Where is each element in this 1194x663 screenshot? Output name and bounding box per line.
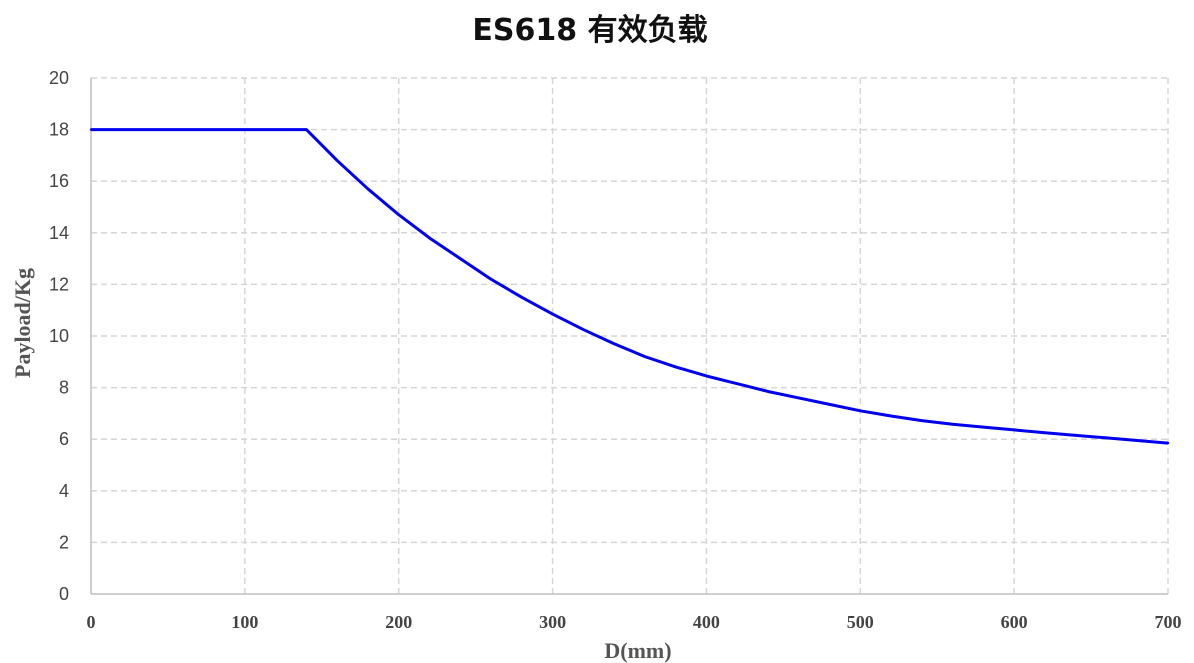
x-tick-label: 0 — [87, 612, 96, 632]
data-point — [1043, 431, 1047, 434]
y-tick-label: 12 — [49, 274, 69, 294]
y-tick-label: 14 — [49, 223, 69, 243]
data-point — [736, 382, 739, 385]
series-layer — [89, 128, 1170, 445]
data-point — [551, 312, 554, 316]
y-tick-label: 10 — [49, 326, 69, 346]
data-point — [828, 403, 831, 406]
y-tick-label: 18 — [49, 120, 69, 140]
data-point — [397, 213, 400, 216]
data-point — [89, 128, 93, 131]
data-point — [520, 296, 523, 299]
y-tick-label: 6 — [59, 429, 69, 449]
y-tick-label: 16 — [49, 171, 69, 191]
x-tick-label: 100 — [231, 612, 258, 632]
data-point — [1012, 428, 1016, 432]
data-point — [612, 342, 616, 345]
x-axis-label: D(mm) — [604, 638, 671, 663]
y-tick-label: 2 — [59, 532, 69, 552]
y-tick-label: 8 — [59, 378, 69, 398]
data-point — [1136, 439, 1139, 442]
axis-layer — [90, 78, 1168, 595]
x-tick-label: 400 — [693, 612, 720, 632]
data-point — [366, 187, 370, 191]
y-axis-label: Payload/Kg — [10, 268, 35, 378]
x-tick-label: 600 — [1001, 612, 1028, 632]
x-tick-label: 200 — [385, 612, 412, 632]
data-point — [859, 409, 862, 413]
data-point — [582, 328, 585, 331]
y-tick-label: 4 — [59, 481, 69, 501]
y-tick-label: 0 — [59, 584, 69, 604]
data-point — [674, 365, 677, 369]
x-tick-label: 300 — [539, 612, 566, 632]
y-tick-label: 20 — [49, 68, 69, 88]
data-point — [951, 423, 954, 426]
data-point — [305, 128, 308, 131]
data-point — [705, 374, 708, 378]
data-point — [982, 425, 985, 429]
data-point — [1166, 441, 1170, 445]
x-tick-labels: 0 100 200 300 400 500 600 700 — [87, 612, 1182, 632]
data-point — [766, 390, 770, 393]
data-point — [1074, 434, 1077, 437]
data-point — [459, 257, 462, 260]
grid-layer — [91, 77, 1169, 594]
data-point — [428, 236, 431, 240]
chart-title: ES618 有效负载 — [472, 13, 707, 48]
payload-series-line — [91, 128, 1169, 445]
data-point — [797, 396, 800, 400]
data-point — [335, 159, 339, 162]
data-point — [889, 414, 893, 418]
data-point — [489, 278, 493, 281]
x-tick-label: 700 — [1155, 612, 1182, 632]
data-point — [920, 419, 924, 422]
y-tick-labels: 0 2 4 6 8 10 12 14 16 18 20 — [49, 68, 69, 604]
data-point — [643, 355, 647, 358]
data-point — [1105, 436, 1108, 440]
x-tick-label: 500 — [847, 612, 874, 632]
